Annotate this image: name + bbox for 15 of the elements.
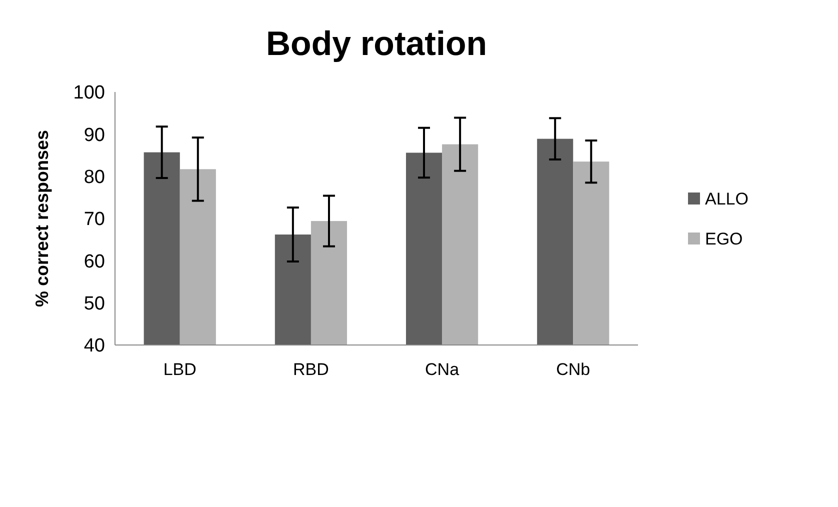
y-tick-label: 90: [84, 124, 105, 146]
y-axis-title: % correct responses: [32, 130, 52, 308]
x-tick-label: CNa: [425, 360, 460, 379]
legend-label: EGO: [705, 229, 743, 248]
y-tick-label: 100: [73, 82, 105, 104]
x-tick-label: RBD: [293, 360, 329, 379]
chart-title: Body rotation: [266, 25, 487, 63]
y-tick-label: 40: [84, 336, 105, 357]
y-tick-label: 60: [84, 251, 105, 272]
y-tick-label: 80: [84, 166, 105, 188]
legend-label: ALLO: [705, 189, 748, 208]
x-tick-label: LBD: [163, 360, 196, 379]
x-tick-label: CNb: [556, 360, 590, 379]
y-tick-label: 50: [84, 293, 105, 314]
y-tick-label: 70: [84, 209, 105, 230]
